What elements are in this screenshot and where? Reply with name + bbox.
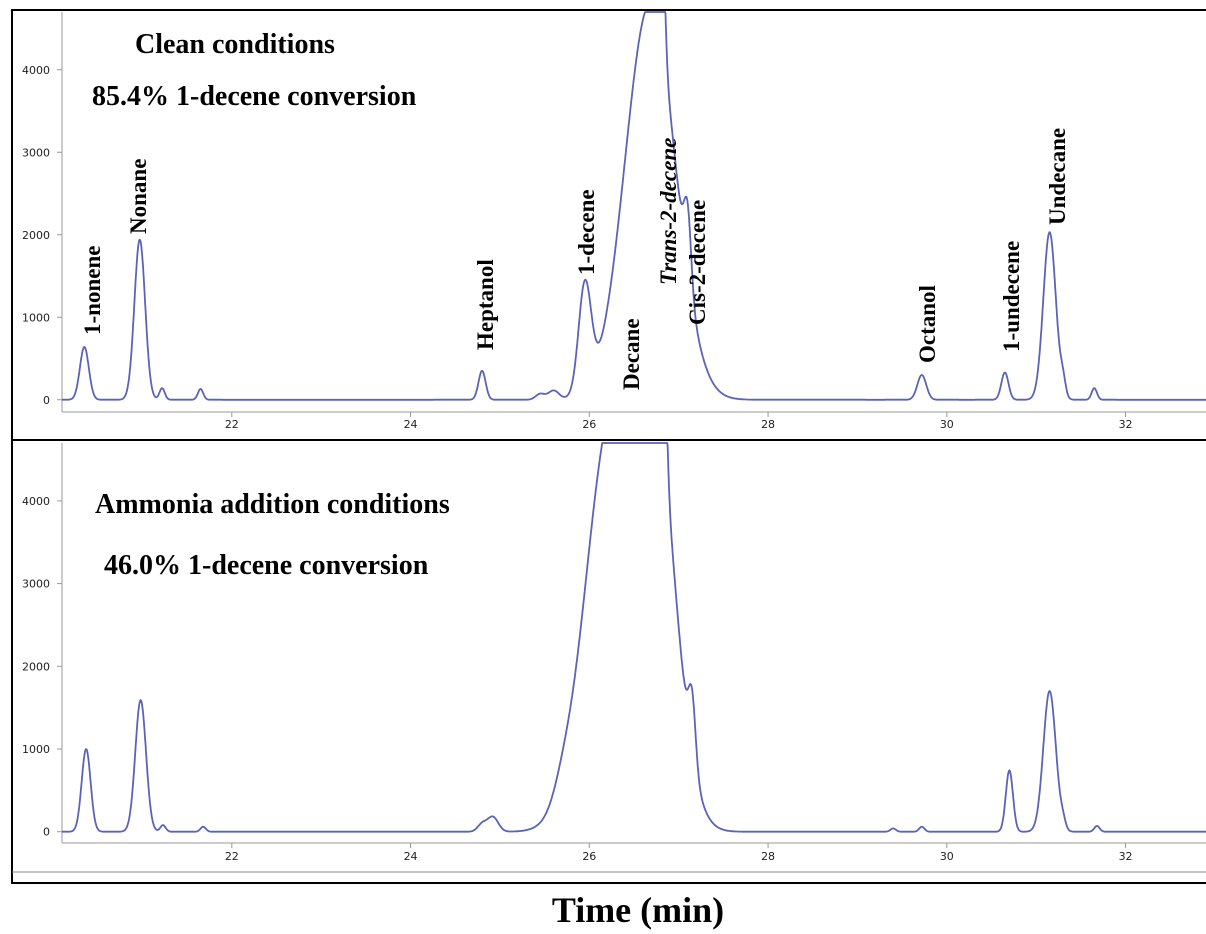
bottom-chromatogram-panel: 22 24 26 28 30 32 0 1000 2000 3000 4000 Ammonia ad… bbox=[22, 442, 1206, 863]
bottom-chromatogram-trace bbox=[62, 442, 1206, 833]
peak-label-decane: Decane bbox=[619, 318, 644, 390]
bottom-x-tick-label: 30 bbox=[940, 850, 954, 863]
bottom-x-tick-label: 24 bbox=[404, 850, 418, 863]
bottom-y-tick-label: 3000 bbox=[22, 578, 50, 591]
bottom-x-tick-label: 32 bbox=[1119, 850, 1133, 863]
bottom-y-tick-label: 0 bbox=[43, 826, 50, 839]
top-chromatogram-panel: 22 24 26 28 30 32 0 1000 2000 3000 4000 Clean cond… bbox=[22, 11, 1206, 431]
top-title-line1: Clean conditions bbox=[135, 29, 335, 60]
bottom-y-tick-label: 1000 bbox=[22, 743, 50, 756]
bottom-title-line2: 46.0% 1-decene conversion bbox=[104, 550, 429, 581]
top-y-tick-label: 0 bbox=[43, 394, 50, 407]
top-x-tick-label: 30 bbox=[940, 418, 954, 431]
bottom-panel-frame bbox=[11, 439, 1206, 884]
top-y-tick-label: 3000 bbox=[22, 146, 50, 159]
bottom-x-tick-label: 26 bbox=[582, 850, 596, 863]
bottom-y-tick-label: 4000 bbox=[22, 495, 50, 508]
bottom-y-tick-label: 2000 bbox=[22, 660, 50, 673]
peak-label-1-nonene: 1-nonene bbox=[80, 246, 105, 335]
top-y-tick-label: 2000 bbox=[22, 229, 50, 242]
bottom-x-tick-label: 22 bbox=[225, 850, 239, 863]
top-title-line2: 85.4% 1-decene conversion bbox=[92, 81, 417, 112]
peak-label-undecane: Undecane bbox=[1045, 128, 1070, 225]
peak-label-1-decene: 1-decene bbox=[574, 189, 599, 275]
bottom-title-line1: Ammonia addition conditions bbox=[95, 489, 450, 520]
top-chromatogram-trace bbox=[62, 11, 1206, 401]
peak-label-heptanol: Heptanol bbox=[473, 259, 498, 350]
top-x-tick-label: 26 bbox=[582, 418, 596, 431]
bottom-x-tick-label: 28 bbox=[761, 850, 775, 863]
top-y-tick-label: 4000 bbox=[22, 64, 50, 77]
top-x-tick-label: 28 bbox=[761, 418, 775, 431]
peak-label-1-undecene: 1-undecene bbox=[999, 241, 1024, 352]
peak-label-nonane: Nonane bbox=[126, 159, 151, 234]
top-x-tick-label: 24 bbox=[404, 418, 418, 431]
peak-label-trans-2-decene: Trans-2-decene bbox=[656, 138, 681, 285]
top-panel-frame bbox=[11, 9, 1206, 441]
peak-label-octanol: Octanol bbox=[915, 285, 940, 363]
peak-label-cis-2-decene: Cis-2-decene bbox=[685, 200, 710, 325]
top-x-tick-label: 32 bbox=[1119, 418, 1133, 431]
top-x-tick-label: 22 bbox=[225, 418, 239, 431]
x-axis-label: Time (min) bbox=[552, 890, 724, 930]
top-y-tick-label: 1000 bbox=[22, 311, 50, 324]
